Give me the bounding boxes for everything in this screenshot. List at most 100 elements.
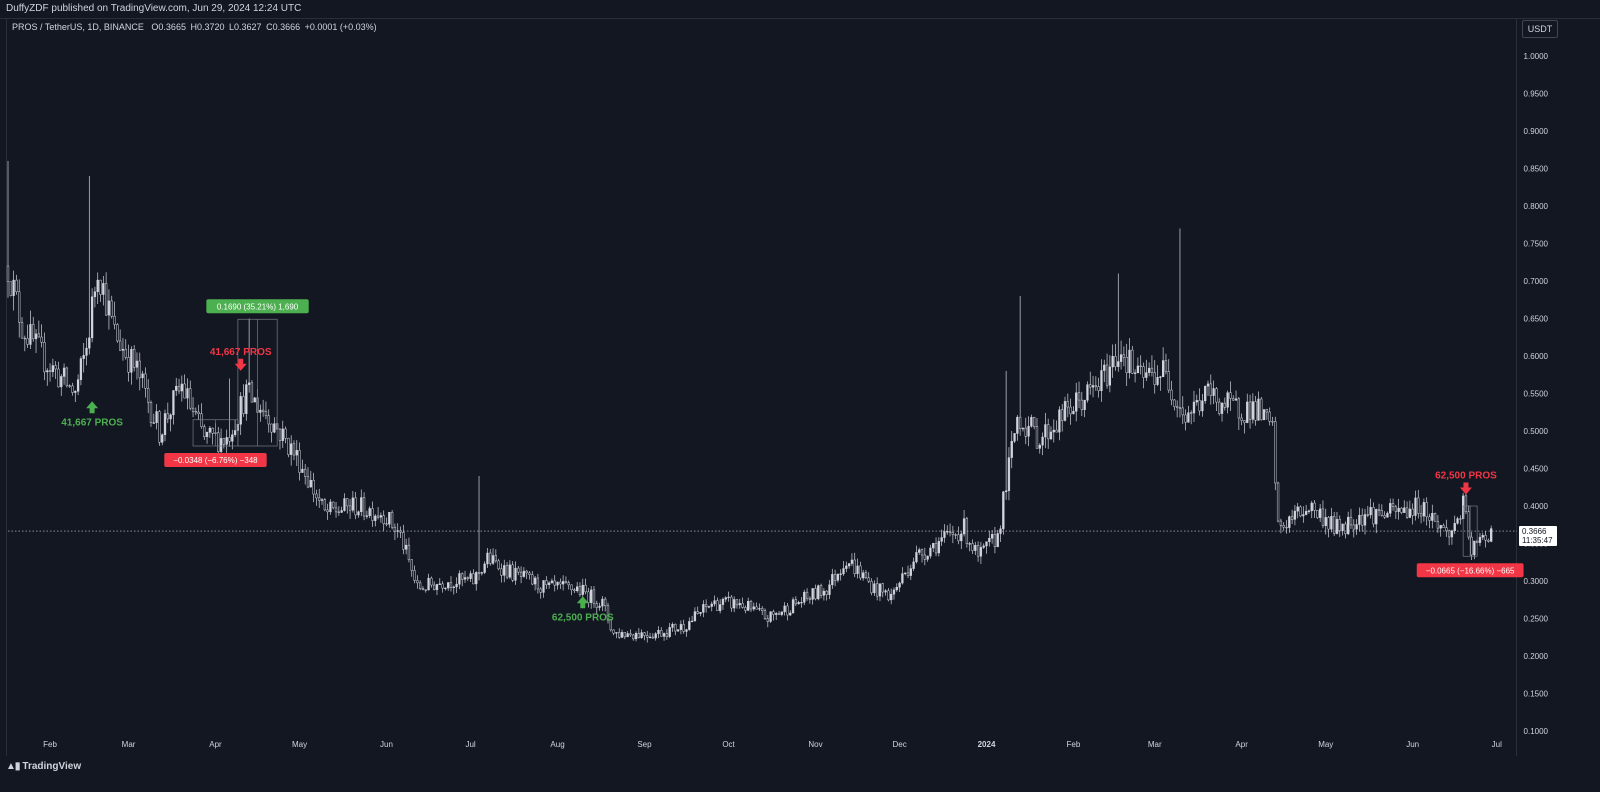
candle: [441, 581, 444, 593]
candle-body: [735, 599, 739, 606]
candle: [37, 320, 40, 338]
candle: [329, 499, 332, 515]
candle-body: [175, 385, 178, 391]
candle: [1282, 522, 1285, 531]
candle: [1027, 416, 1030, 447]
y-tick-label: 0.1500: [1524, 690, 1549, 699]
candle-body: [253, 397, 256, 403]
candle: [825, 590, 828, 601]
candle: [845, 561, 848, 573]
candle-body: [772, 611, 775, 615]
candle-body: [632, 634, 635, 640]
candle-body: [82, 355, 85, 359]
candle-body: [954, 534, 957, 536]
candle: [320, 498, 324, 505]
candle-body: [948, 531, 952, 533]
candle-body: [1260, 398, 1263, 421]
candle-body: [937, 541, 940, 554]
candle-body: [531, 574, 534, 585]
candle: [1055, 420, 1058, 433]
candle-body: [23, 337, 26, 340]
candle-body: [1240, 417, 1243, 421]
candle-body: [716, 600, 719, 611]
candle-body: [1105, 364, 1109, 386]
candle-body: [542, 580, 545, 593]
candle-body: [424, 589, 427, 591]
price-range-measure: −0.0348 (−6.76%) −348: [164, 419, 267, 467]
candle: [29, 310, 32, 349]
candle: [1459, 515, 1462, 525]
candle-body: [755, 606, 758, 610]
candle-body: [783, 605, 786, 613]
buy-marker: 62,500 PROS: [552, 596, 614, 623]
candle-body: [452, 586, 455, 589]
candle-body: [831, 574, 834, 586]
candle-body: [749, 601, 753, 610]
candle: [1089, 371, 1092, 395]
candle-body: [1173, 399, 1176, 407]
candle-body: [511, 564, 514, 581]
candle-body: [1299, 506, 1302, 517]
candle-body: [455, 583, 458, 588]
y-tick-label: 0.5000: [1524, 427, 1549, 436]
candle: [461, 572, 464, 587]
candle: [1285, 519, 1288, 534]
candle: [1481, 532, 1484, 541]
candle: [1484, 530, 1487, 548]
candle: [1173, 398, 1176, 411]
candle-body: [1276, 482, 1280, 522]
candle: [1333, 511, 1336, 537]
candle: [1114, 343, 1117, 371]
candle-body: [466, 577, 469, 579]
candle: [62, 363, 66, 385]
candle: [536, 573, 540, 594]
candle: [76, 374, 80, 396]
candle: [713, 595, 716, 607]
candle-body: [968, 543, 971, 545]
candle-body: [1318, 508, 1322, 518]
candle: [233, 419, 237, 438]
candle-body: [1195, 400, 1198, 403]
candle: [1366, 506, 1369, 518]
publisher-text: DuffyZDF published on TradingView.com, J…: [6, 3, 302, 14]
candle: [323, 498, 326, 512]
candle-body: [79, 358, 83, 380]
candle-body: [264, 411, 268, 417]
candle-body: [337, 511, 340, 513]
candle-body: [1265, 409, 1269, 413]
candle: [231, 429, 234, 450]
candle: [1445, 519, 1448, 537]
candle: [337, 506, 340, 516]
candle: [295, 440, 298, 467]
candle: [284, 426, 287, 444]
measure-label: −0.0665 (−16.66%) −665: [1426, 566, 1515, 575]
candle: [393, 523, 397, 540]
x-tick-label: Feb: [43, 740, 57, 749]
y-tick-label: 0.2000: [1524, 652, 1549, 661]
candle-body: [623, 632, 626, 638]
candle: [169, 413, 172, 432]
candle: [1047, 418, 1050, 449]
tradingview-logo[interactable]: ▲▮ TradingView: [6, 761, 81, 772]
candle: [245, 379, 248, 421]
candle: [427, 573, 430, 591]
candle: [542, 580, 545, 598]
candle-body: [688, 621, 691, 630]
candle: [786, 602, 789, 621]
candle: [1136, 357, 1140, 374]
candle-body: [1190, 412, 1193, 414]
x-tick-label: Nov: [808, 740, 822, 749]
candle-body: [808, 597, 812, 600]
candle-body: [124, 348, 127, 358]
candle-body: [819, 585, 823, 596]
candle-body: [1150, 367, 1154, 373]
candle-body: [486, 552, 489, 565]
candle-body: [203, 426, 206, 437]
candle-body: [90, 296, 94, 339]
currency-button[interactable]: USDT: [1522, 20, 1558, 38]
candle-body: [671, 623, 674, 628]
candle-body: [730, 596, 733, 609]
candle-body: [870, 581, 873, 594]
candle-body: [1038, 444, 1041, 449]
